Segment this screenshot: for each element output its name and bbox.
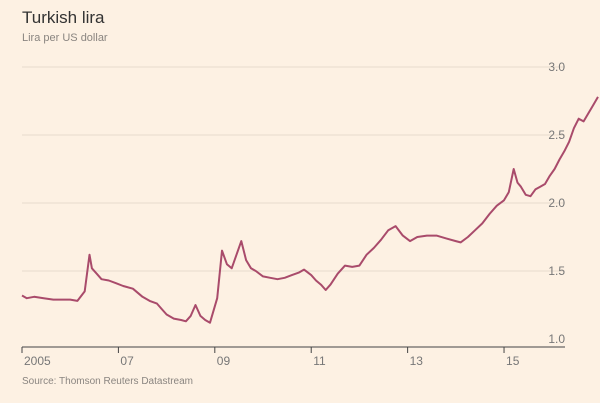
- y-tick-label: 2.5: [548, 128, 565, 142]
- x-tick-label: 11: [313, 354, 326, 368]
- x-tick-label: 07: [120, 354, 134, 368]
- source-note: Source: Thomson Reuters Datastream: [22, 376, 194, 387]
- y-tick-label: 1.5: [548, 264, 565, 278]
- y-tick-label: 3.0: [548, 60, 565, 74]
- x-tick-label: 2005: [24, 354, 51, 368]
- y-tick-label: 2.0: [548, 196, 565, 210]
- y-tick-label: 1.0: [548, 332, 565, 346]
- x-tick-label: 15: [506, 354, 520, 368]
- x-axis: 2005 07 09 11 13 15: [21, 346, 565, 368]
- series-line-lira: [21, 96, 599, 324]
- x-tick-label: 09: [217, 354, 231, 368]
- chart-title: Turkish lira: [22, 8, 105, 27]
- y-axis-labels: 1.0 1.5 2.0 2.5 3.0: [548, 60, 565, 346]
- series-layer: [21, 96, 599, 324]
- x-tick-label: 13: [410, 354, 424, 368]
- chart-subtitle: Lira per US dollar: [22, 32, 108, 44]
- gridlines: [22, 66, 565, 272]
